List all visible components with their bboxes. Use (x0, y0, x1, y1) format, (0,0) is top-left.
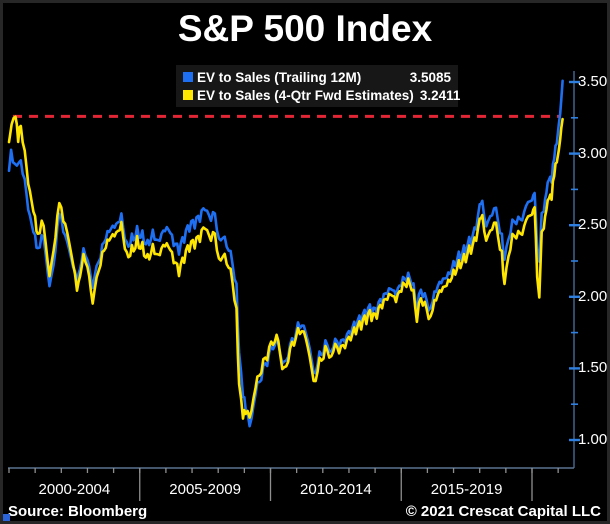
series-forward-line (7, 115, 564, 420)
y-axis-tick-label: 3.00 (578, 144, 608, 162)
forward-series-color-chip-icon (183, 90, 193, 100)
legend-value-forward: 3.2411 (419, 87, 461, 103)
chart-legend: EV to Sales (Trailing 12M) 3.5085 EV to … (176, 65, 460, 107)
x-axis-group-label: 2005-2009 (169, 481, 241, 498)
x-axis-group-label: 2015-2019 (430, 481, 503, 498)
x-axis-group-label: 2010-2014 (300, 481, 372, 498)
y-axis-tick-label: 2.50 (578, 216, 608, 234)
corner-artifact (3, 514, 10, 521)
legend-value-trailing: 3.5085 (409, 69, 451, 85)
source-credit: Source: Bloomberg (8, 503, 148, 520)
x-axis-group-label: 2000-2004 (38, 481, 111, 498)
legend-label-trailing: EV to Sales (Trailing 12M) (197, 69, 362, 85)
y-axis-tick-label: 2.00 (578, 287, 608, 305)
copyright-credit: © 2021 Crescat Capital LLC (405, 503, 601, 520)
legend-label-forward: EV to Sales (4-Qtr Fwd Estimates) (197, 87, 414, 103)
y-axis-tick-label: 1.00 (578, 431, 608, 449)
legend-row-forward: EV to Sales (4-Qtr Fwd Estimates) 3.2411 (183, 86, 460, 104)
chart-plot-area (7, 71, 580, 501)
trailing-series-color-chip-icon (183, 72, 193, 82)
y-axis-tick-label: 3.50 (578, 73, 608, 91)
legend-row-trailing: EV to Sales (Trailing 12M) 3.5085 (183, 68, 451, 86)
y-axis-tick-label: 1.50 (578, 359, 608, 377)
chart-title: S&P 500 Index (177, 8, 433, 49)
series-trailing-line (7, 79, 564, 428)
